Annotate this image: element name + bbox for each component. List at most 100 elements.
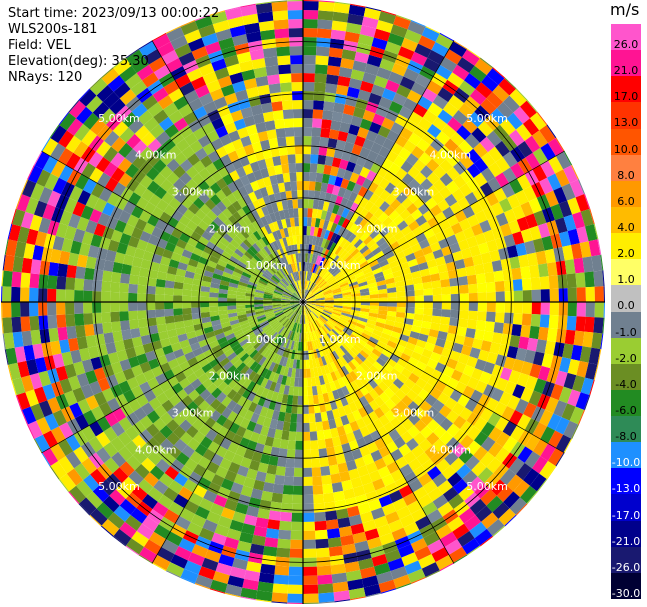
range-gate	[277, 314, 286, 322]
colorbar-segment	[611, 154, 641, 182]
range-gate	[121, 476, 138, 493]
range-gate	[240, 4, 258, 17]
range-gate	[345, 570, 362, 582]
range-gate	[119, 302, 129, 312]
range-gate	[563, 438, 573, 453]
range-gate	[403, 522, 420, 536]
range-gate	[418, 354, 430, 366]
range-gate	[206, 79, 221, 93]
range-gate	[175, 451, 190, 466]
range-gate	[390, 122, 404, 135]
range-gate	[211, 532, 227, 546]
range-gate	[332, 269, 342, 277]
range-gate	[274, 164, 283, 175]
range-gate	[120, 187, 134, 201]
range-gate	[341, 330, 350, 339]
range-gate	[90, 118, 107, 136]
range-gate	[378, 302, 388, 307]
range-gate	[165, 570, 181, 578]
range-gate	[119, 521, 137, 539]
range-gate	[76, 254, 88, 268]
range-gate	[431, 280, 442, 289]
range-gate	[456, 125, 472, 141]
range-gate	[100, 67, 114, 79]
range-gate	[486, 302, 496, 313]
range-gate	[217, 259, 228, 268]
range-gate	[546, 465, 557, 480]
range-gate	[311, 331, 316, 341]
range-gate	[403, 140, 417, 154]
range-gate	[489, 249, 501, 262]
range-gate	[317, 154, 327, 165]
range-gate	[206, 260, 218, 269]
range-gate	[333, 297, 343, 301]
range-gate	[396, 14, 412, 21]
range-gate	[341, 375, 350, 386]
range-gate	[186, 220, 198, 232]
range-gate	[415, 73, 431, 89]
range-gate	[181, 444, 195, 459]
range-gate	[290, 413, 298, 423]
range-gate	[435, 554, 454, 571]
range-gate	[2, 286, 12, 302]
range-gate	[226, 242, 237, 253]
range-gate	[438, 444, 453, 459]
range-gate	[107, 75, 125, 92]
range-gate	[371, 348, 382, 358]
range-gate	[312, 263, 318, 274]
range-gate	[231, 200, 243, 212]
range-gate	[365, 274, 376, 282]
range-gate	[139, 146, 154, 161]
range-gate	[211, 344, 222, 354]
range-gate	[246, 333, 257, 342]
range-gate	[119, 311, 129, 322]
range-gate	[178, 125, 193, 139]
range-gate	[296, 350, 301, 360]
range-gate	[173, 348, 185, 359]
range-gate	[277, 457, 287, 468]
range-gate	[320, 314, 329, 322]
range-gate	[171, 228, 183, 239]
range-gate	[368, 92, 382, 106]
range-gate	[218, 297, 228, 302]
range-gate	[442, 226, 455, 239]
range-gate	[32, 245, 44, 261]
range-gate	[298, 262, 302, 272]
range-gate	[206, 335, 218, 344]
range-gate	[252, 270, 262, 278]
range-gate	[227, 259, 238, 268]
range-gate	[319, 268, 327, 277]
range-gate	[281, 327, 288, 337]
range-gate	[300, 289, 303, 299]
range-gate	[68, 213, 81, 229]
range-gate	[287, 349, 293, 359]
range-gate	[255, 252, 265, 261]
range-gate	[332, 291, 343, 296]
range-gate	[357, 89, 371, 102]
range-gate	[561, 183, 576, 201]
range-gate	[85, 193, 99, 209]
range-gate	[369, 290, 379, 295]
azimuth-spoke	[151, 40, 304, 303]
range-gate	[269, 278, 278, 286]
range-gate	[504, 290, 514, 302]
range-gate	[235, 264, 245, 272]
range-gate	[356, 228, 366, 239]
range-gate	[286, 275, 292, 284]
range-gate	[342, 328, 352, 337]
range-gate	[462, 227, 475, 240]
range-gate	[303, 217, 308, 227]
range-gate	[345, 273, 355, 280]
range-gate	[261, 273, 271, 281]
range-gate	[323, 101, 335, 112]
range-gate	[529, 225, 542, 241]
range-gate	[141, 457, 156, 473]
range-gate	[359, 362, 370, 372]
range-gate	[346, 338, 356, 347]
range-gate	[539, 409, 554, 427]
range-gate	[382, 453, 395, 466]
range-gate	[341, 312, 351, 318]
range-gate	[306, 298, 316, 302]
range-gate	[197, 456, 211, 470]
range-gate	[479, 371, 492, 385]
